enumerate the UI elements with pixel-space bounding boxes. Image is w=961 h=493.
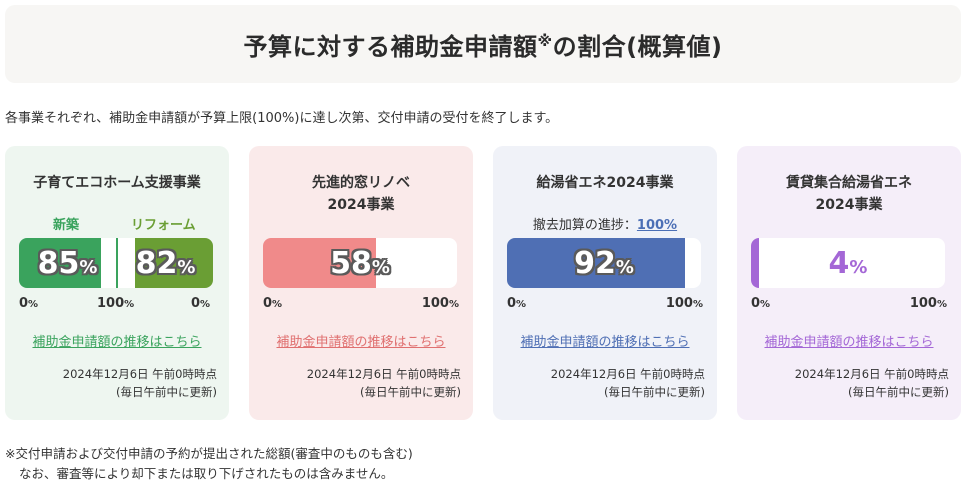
- history-link[interactable]: 補助金申請額の推移はこちら: [32, 335, 202, 350]
- footnote: ※交付申請および交付申請の予約が提出された総額(審査中のものも含む) なお、審査…: [5, 444, 413, 484]
- removal-progress-value-link[interactable]: 100%: [636, 218, 678, 233]
- label-reform: リフォーム: [131, 218, 196, 233]
- card-title: 賃貸集合給湯省エネ 2024事業: [786, 175, 912, 213]
- card-title: 先進的窓リノベ 2024事業: [312, 175, 410, 213]
- progress-bar: 58%: [263, 238, 457, 288]
- axis-min: 0%: [263, 296, 283, 311]
- history-link[interactable]: 補助金申請額の推移はこちら: [276, 335, 446, 350]
- axis-max: 100%: [909, 296, 947, 311]
- axis-min: 0%: [507, 296, 527, 311]
- card-kosodate-eco-home: 子育てエコホーム支援事業 新築 リフォーム 85% 82% 0% 100% 0%…: [5, 146, 229, 420]
- updated-timestamp: 2024年12月6日 午前0時時点 (毎日午前中に更新): [794, 367, 949, 399]
- footnote-line-2: なお、審査等により却下または取り下げされたものは含みません。: [19, 466, 394, 481]
- title-main: 予算に対する補助金申請額: [243, 32, 538, 61]
- axis-max: 100%: [665, 296, 703, 311]
- progress-fill: [507, 238, 686, 288]
- label-new-build: 新築: [53, 218, 80, 233]
- progress-fill: [19, 238, 102, 288]
- card-title: 子育てエコホーム支援事業: [33, 175, 201, 191]
- removal-progress-label: 撤去加算の進捗：: [532, 218, 637, 233]
- card-rental-water-heater-eco: 賃貸集合給湯省エネ 2024事業 4% 0% 100% 補助金申請額の推移はこち…: [737, 146, 961, 420]
- footnote-line-1: ※交付申請および交付申請の予約が提出された総額(審査中のものも含む): [5, 446, 413, 461]
- progress-fill: [751, 238, 759, 288]
- card-water-heater-eco: 給湯省エネ2024事業 撤去加算の進捗：100% 92% 0% 100% 補助金…: [493, 146, 717, 420]
- card-window-renovation: 先進的窓リノベ 2024事業 58% 0% 100% 補助金申請額の推移はこちら…: [249, 146, 473, 420]
- updated-timestamp: 2024年12月6日 午前0時時点 (毎日午前中に更新): [62, 367, 217, 399]
- title-footnote-mark: ※: [537, 31, 553, 50]
- card-title: 給湯省エネ2024事業: [536, 175, 674, 191]
- axis-min-new: 0%: [19, 296, 39, 311]
- progress-bar-new-build: 85%: [19, 238, 116, 288]
- progress-bar: 4%: [751, 238, 945, 288]
- axis-max-shared: 100%: [97, 296, 135, 311]
- intro-text: 各事業それぞれ、補助金申請額が予算上限(100%)に達し次第、交付申請の受付を終…: [5, 111, 559, 126]
- axis-min: 0%: [751, 296, 771, 311]
- progress-value: 85%: [37, 245, 98, 281]
- progress-bar: 92%: [507, 238, 701, 288]
- updated-timestamp: 2024年12月6日 午前0時時点 (毎日午前中に更新): [550, 367, 705, 399]
- progress-value: 82%: [135, 245, 196, 281]
- removal-progress: 撤去加算の進捗：100%: [493, 214, 717, 233]
- progress-value: 92%: [574, 245, 634, 281]
- bar-divider: [116, 238, 118, 288]
- page-title: 予算に対する補助金申請額※の割合(概算値): [243, 27, 722, 62]
- progress-bar-reform: 82%: [118, 238, 213, 288]
- title-tail: の割合(概算値): [552, 32, 723, 61]
- axis-max: 100%: [421, 296, 459, 311]
- title-banner: 予算に対する補助金申請額※の割合(概算値): [5, 5, 961, 83]
- updated-timestamp: 2024年12月6日 午前0時時点 (毎日午前中に更新): [306, 367, 461, 399]
- progress-value: 58%: [330, 245, 390, 281]
- axis-min-reform: 0%: [191, 296, 211, 311]
- progress-fill: [263, 238, 376, 288]
- history-link[interactable]: 補助金申請額の推移はこちら: [520, 335, 690, 350]
- progress-fill: [135, 238, 213, 288]
- progress-value: 4%: [828, 245, 868, 281]
- history-link[interactable]: 補助金申請額の推移はこちら: [764, 335, 934, 350]
